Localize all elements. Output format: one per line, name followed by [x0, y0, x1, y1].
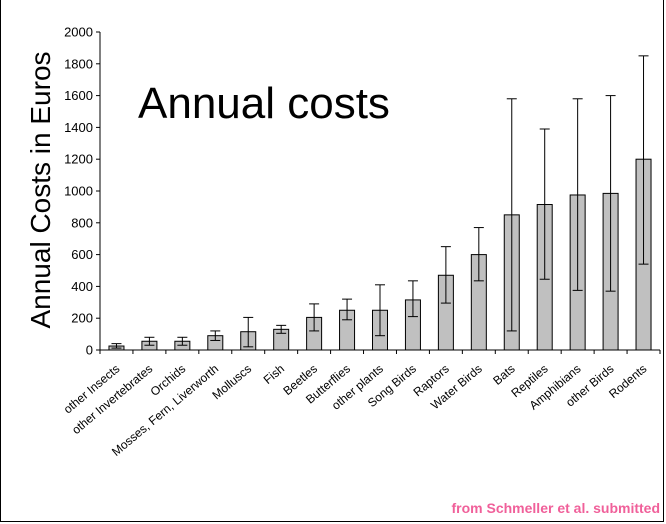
- y-axis-label: Annual Costs in Euros: [25, 51, 56, 328]
- x-tick-label: Fish: [261, 362, 287, 387]
- y-tick-label: 200: [71, 311, 93, 326]
- y-tick-label: 0: [86, 343, 93, 358]
- y-tick-label: 1800: [64, 56, 93, 71]
- chart-title: Annual costs: [138, 79, 390, 128]
- x-tick-label: Rodents: [606, 362, 649, 401]
- source-note: from Schmeller et al. submitted: [451, 500, 661, 516]
- y-tick-label: 2000: [64, 25, 93, 40]
- y-tick-label: 800: [71, 215, 93, 230]
- error-bars-group: [111, 55, 649, 349]
- y-tick-label: 600: [71, 247, 93, 262]
- y-tick-label: 400: [71, 279, 93, 294]
- y-tick-label: 1200: [64, 152, 93, 167]
- x-tick-label: Bats: [490, 362, 517, 388]
- y-tick-label: 1600: [64, 88, 93, 103]
- y-tick-label: 1000: [64, 184, 93, 199]
- y-tick-label: 1400: [64, 120, 93, 135]
